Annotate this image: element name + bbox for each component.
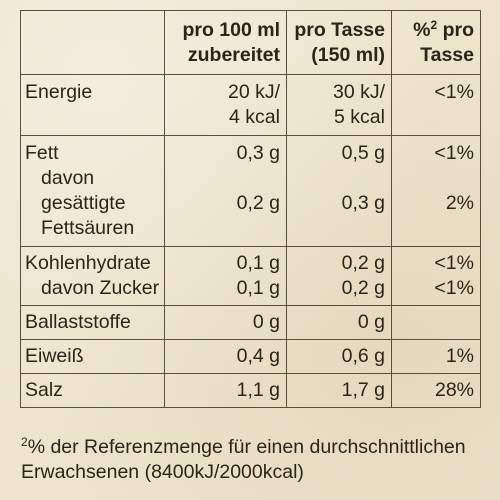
- header-empty-cell: [20, 10, 165, 75]
- table-row-fett: Fett davon gesättigte Fettsäuren 0,3 g 0…: [20, 135, 481, 247]
- header-per-cup: pro Tasse (150 ml): [286, 10, 392, 75]
- table-row-kohlenhydrate: Kohlenhydrate davon Zucker 0,1 g 0,1 g 0…: [20, 246, 481, 306]
- header-row: pro 100 ml zubereitet pro Tasse (150 ml)…: [20, 10, 481, 75]
- reference-footnote: 2% der Referenzmenge für einen durchschn…: [21, 435, 466, 483]
- header-percent-per-cup: %2 pro Tasse: [391, 10, 481, 75]
- table-row-energie: Energie 20 kJ/ 4 kcal 30 kJ/ 5 kcal <1%: [20, 74, 481, 136]
- table-row-salz: Salz 1,1 g 1,7 g 28%: [20, 373, 481, 408]
- table-row-eiweiss: Eiweiß 0,4 g 0,6 g 1%: [20, 339, 481, 374]
- nutrition-table: pro 100 ml zubereitet pro Tasse (150 ml)…: [20, 10, 481, 408]
- header-per-100ml: pro 100 ml zubereitet: [164, 10, 287, 75]
- table-row-ballaststoffe: Ballaststoffe 0 g 0 g: [20, 305, 481, 340]
